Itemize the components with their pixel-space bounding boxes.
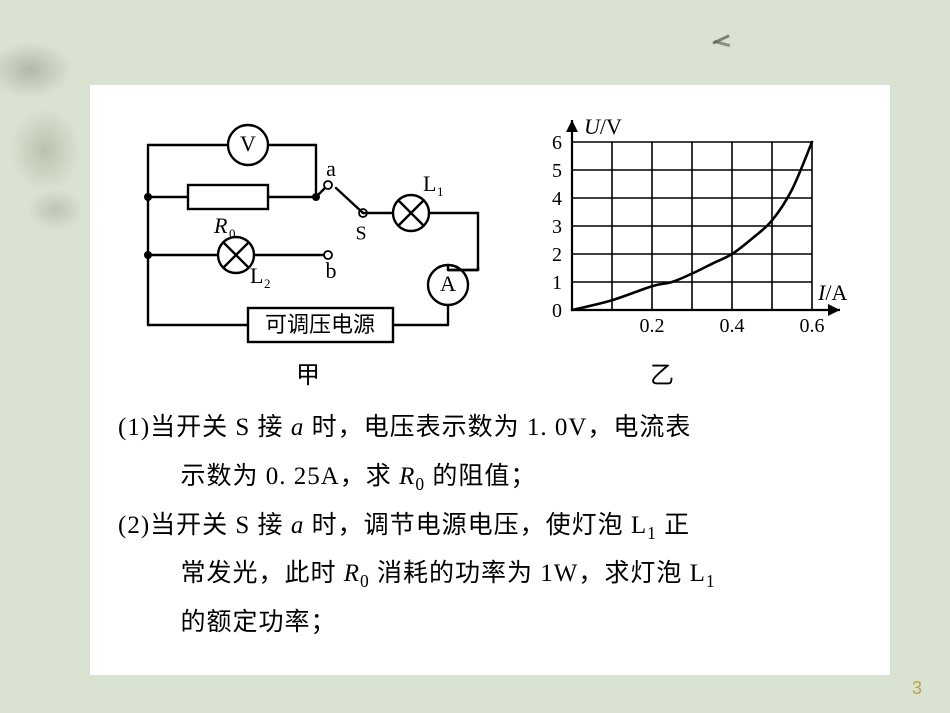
svg-text:0.6: 0.6	[800, 315, 825, 337]
figure-row: VR0abSL1AL2可调压电源 01234560.20.40.6U/VI/A	[118, 115, 862, 355]
svg-text:U/V: U/V	[584, 115, 622, 139]
uv-chart: 0 1 2 3 4 5 6 0.2 0.4 0.6 U/V I/A	[522, 115, 862, 345]
chart-caption: 乙	[522, 355, 862, 390]
q2-line2: 常发光，此时 R0 消耗的功率为 1W，求灯泡 L1	[118, 550, 862, 599]
svg-text:a: a	[326, 156, 336, 181]
svg-text:S: S	[355, 223, 366, 245]
q1-line2: 示数为 0. 25A，求 R0 的阻值；	[118, 453, 862, 502]
decor-left	[0, 10, 90, 250]
svg-text:2: 2	[264, 276, 271, 291]
svg-text:4: 4	[552, 188, 562, 210]
svg-text:V: V	[240, 131, 256, 156]
svg-text:0.4: 0.4	[720, 315, 745, 337]
content-card: VR0abSL1AL2可调压电源 01234560.20.40.6U/VI/A …	[90, 85, 890, 675]
svg-text:2: 2	[552, 244, 562, 266]
circuit-diagram: VR0abSL1AL2可调压电源	[118, 115, 498, 355]
svg-text:可调压电源: 可调压电源	[265, 312, 375, 337]
chart-svg: 0 1 2 3 4 5 6 0.2 0.4 0.6 U/V I/A	[522, 115, 862, 345]
circuit-caption: 甲	[118, 355, 498, 390]
svg-text:A: A	[440, 271, 456, 296]
svg-text:R: R	[213, 213, 228, 238]
svg-text:1: 1	[552, 272, 562, 294]
svg-text:0: 0	[552, 300, 562, 322]
svg-text:3: 3	[552, 216, 562, 238]
q2-line3: 的额定功率；	[118, 599, 862, 648]
svg-text:L: L	[423, 171, 436, 196]
q1-number: (1)	[118, 404, 150, 453]
svg-text:I/A: I/A	[817, 280, 847, 305]
q1-body: 当开关 S 接 a 时，电压表示数为 1. 0V，电流表	[150, 404, 862, 453]
svg-text:0.2: 0.2	[640, 315, 665, 337]
svg-text:L: L	[250, 263, 263, 288]
svg-text:1: 1	[437, 184, 444, 199]
q2-body: 当开关 S 接 a 时，调节电源电压，使灯泡 L1 正	[150, 502, 862, 551]
caption-row: 甲 乙	[118, 355, 862, 390]
svg-text:b: b	[326, 258, 337, 283]
questions-block: (1) 当开关 S 接 a 时，电压表示数为 1. 0V，电流表 示数为 0. …	[118, 404, 862, 648]
svg-text:5: 5	[552, 160, 562, 182]
q2-number: (2)	[118, 502, 150, 551]
page-number: 3	[912, 678, 922, 699]
circuit-svg: VR0abSL1AL2可调压电源	[118, 115, 498, 355]
question-1: (1) 当开关 S 接 a 时，电压表示数为 1. 0V，电流表	[118, 404, 862, 453]
question-2: (2) 当开关 S 接 a 时，调节电源电压，使灯泡 L1 正	[118, 502, 862, 551]
svg-text:6: 6	[552, 132, 562, 154]
decor-top-right	[710, 30, 740, 58]
